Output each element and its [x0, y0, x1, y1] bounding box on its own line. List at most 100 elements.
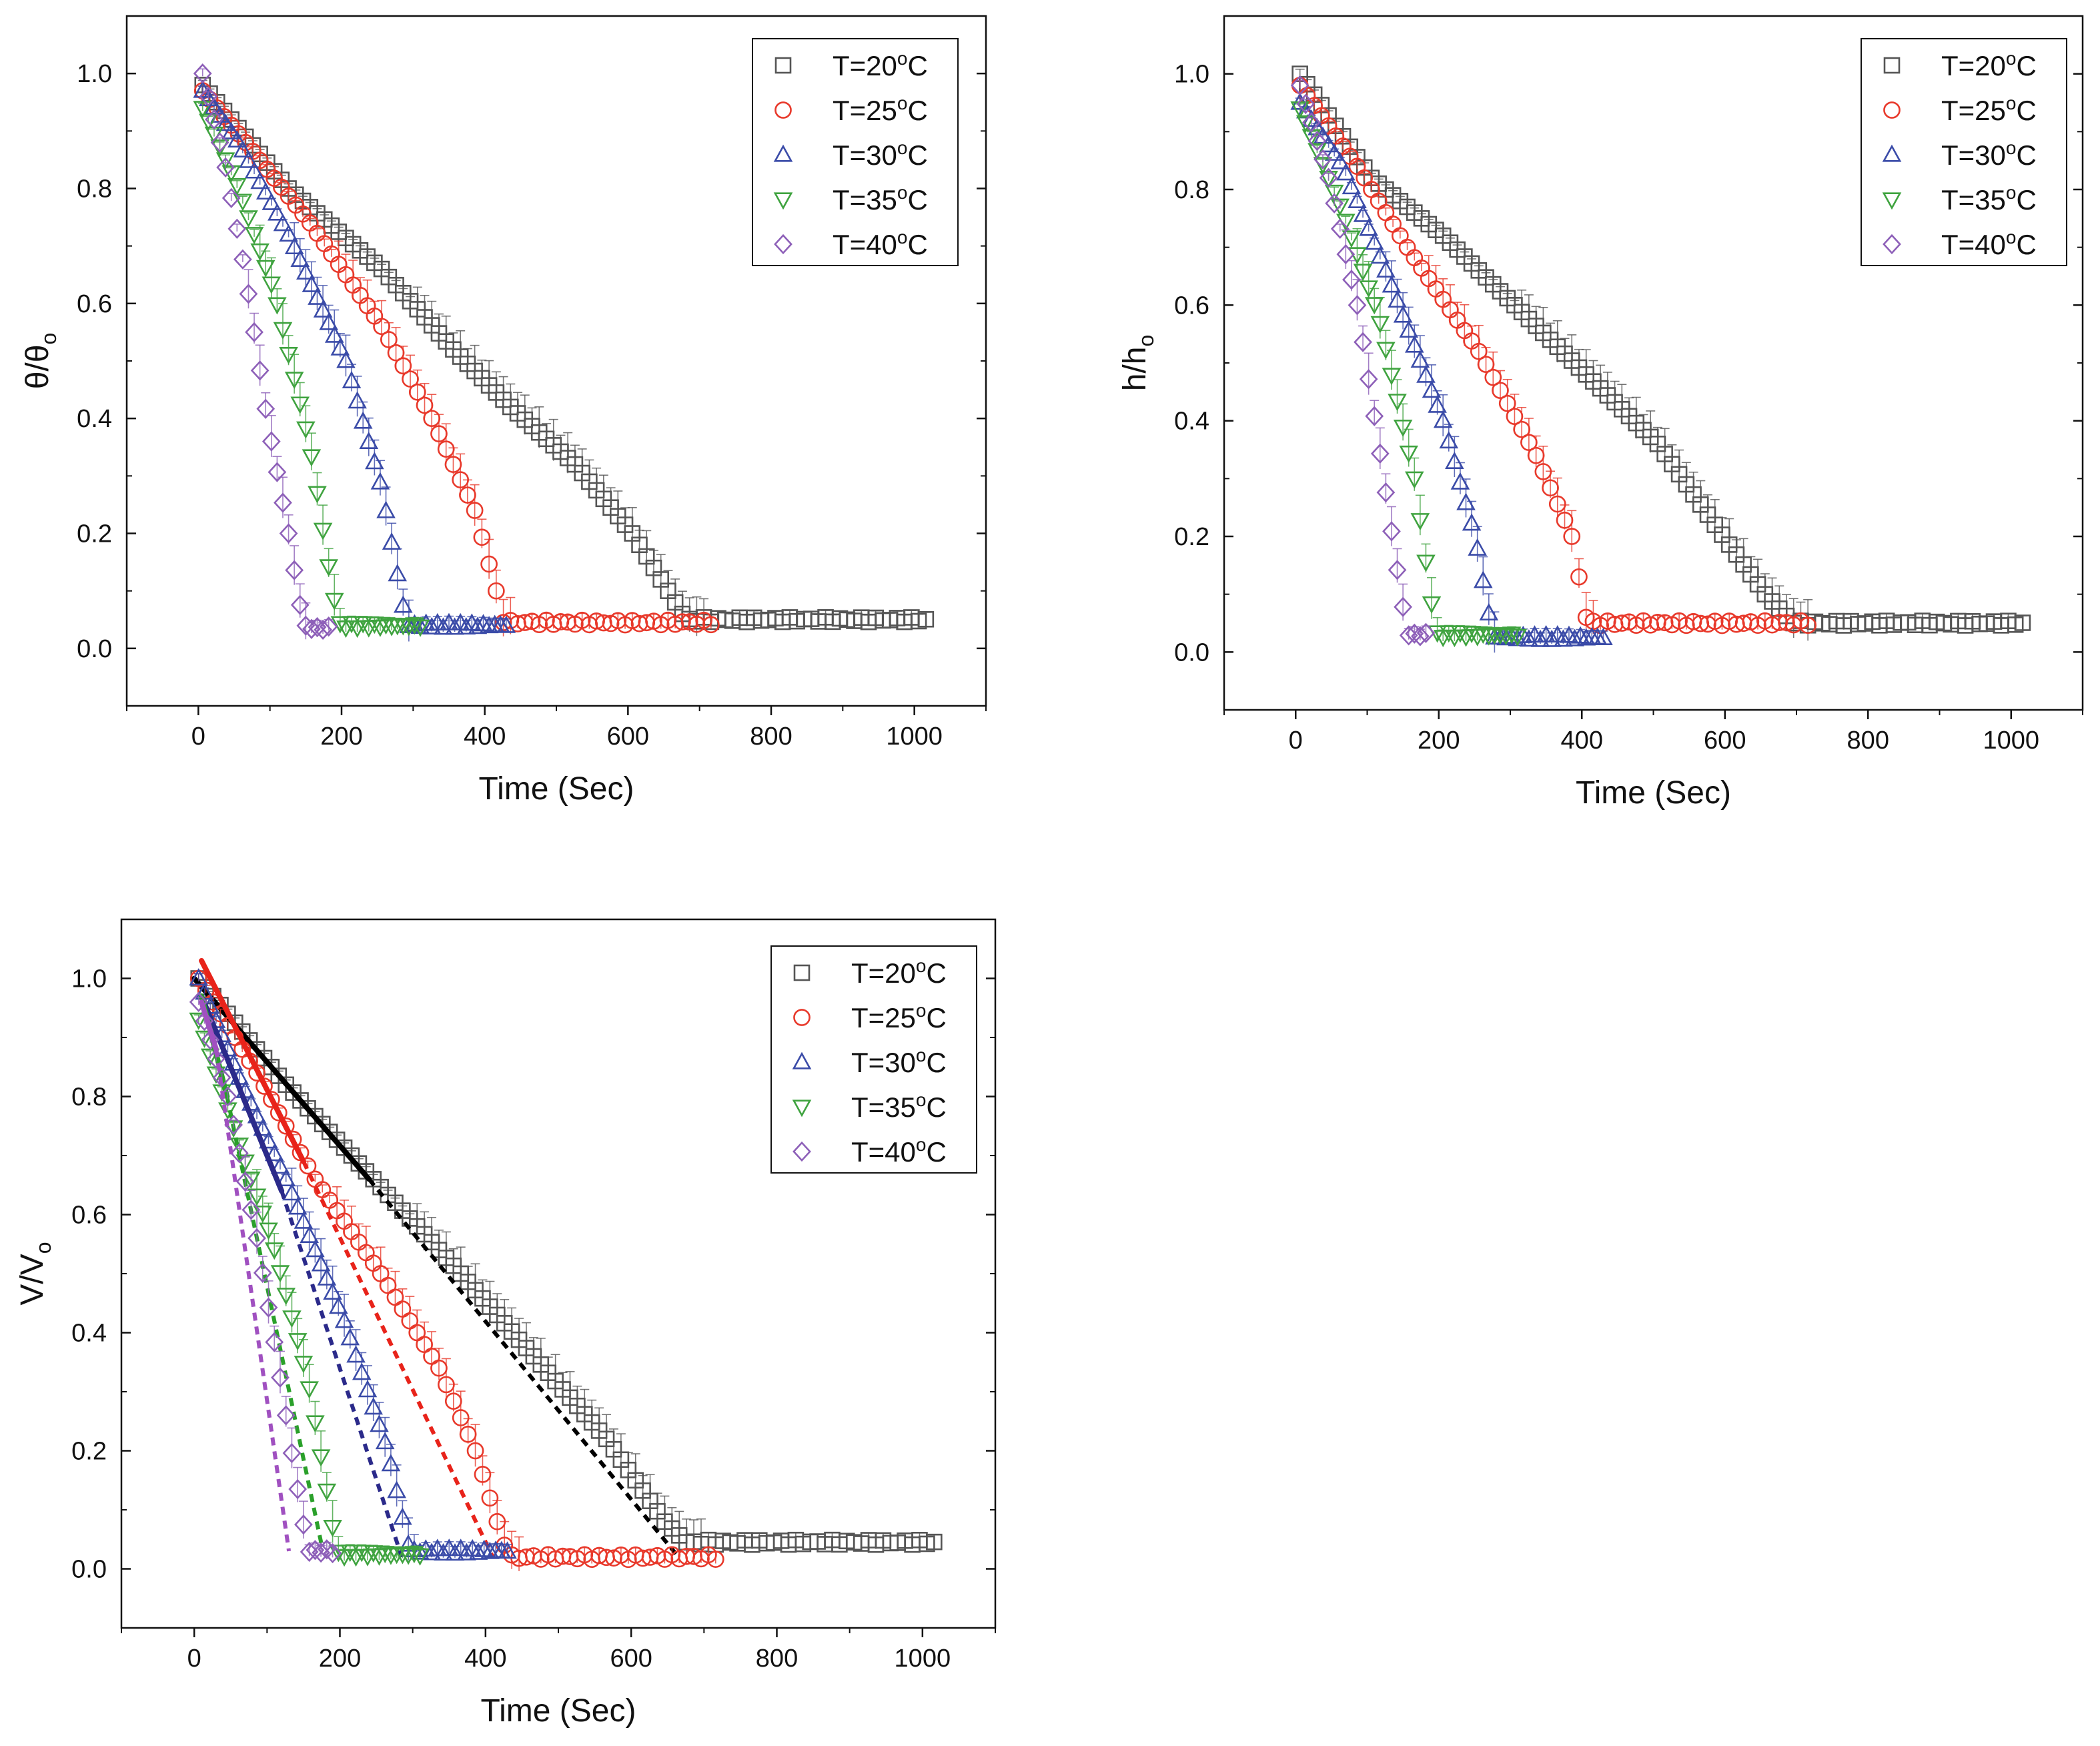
data-point-circle [1883, 101, 1901, 119]
data-point-triangle-down [1393, 420, 1413, 438]
series-diamond [193, 63, 338, 640]
data-point-diamond [216, 157, 235, 178]
data-point-diamond [1370, 443, 1390, 464]
legend-label-superscript: o [2006, 182, 2017, 203]
data-point-triangle-up [393, 1507, 412, 1525]
data-point-triangle-up [276, 1169, 296, 1187]
data-point-triangle-up [284, 237, 304, 255]
data-point-diamond [1290, 75, 1309, 96]
data-point-triangle-up [1388, 290, 1407, 308]
data-point-triangle-down [352, 1545, 372, 1563]
data-point-triangle-down [1462, 626, 1482, 644]
data-point-triangle-down [1324, 184, 1344, 202]
fit-line-dashed [225, 1096, 324, 1546]
data-point-triangle-up [1359, 218, 1378, 236]
data-point-diamond [1314, 149, 1332, 170]
x-tick-label: 600 [1704, 727, 1746, 755]
legend-entry-label: T=40oC [851, 1134, 947, 1168]
data-point-triangle-up [370, 1414, 389, 1432]
data-point-triangle-down [353, 616, 373, 634]
data-point-circle [1548, 495, 1566, 513]
data-point-triangle-up [405, 614, 424, 632]
data-point-triangle-up [294, 1211, 314, 1229]
data-point-diamond [276, 1405, 296, 1426]
data-point-triangle-up [313, 300, 333, 318]
data-point-diamond [205, 109, 223, 130]
data-point-diamond [1376, 482, 1396, 503]
data-point-circle [1520, 434, 1538, 452]
data-point-diamond [210, 132, 229, 153]
legend-label-superscript: o [897, 137, 908, 158]
data-point-triangle-up [329, 1296, 348, 1314]
data-point-circle [402, 370, 419, 388]
data-point-diamond [229, 1143, 249, 1164]
data-point-triangle-down [306, 1415, 325, 1433]
data-point-diamond [282, 1442, 302, 1464]
data-point-circle [793, 1009, 811, 1026]
data-point-diamond [1330, 218, 1350, 240]
data-point-diamond [256, 398, 276, 419]
legend-label-unit: C [2016, 184, 2036, 215]
data-point-triangle-down [404, 1546, 424, 1564]
legend-entry-label: T=35oC [833, 182, 928, 215]
data-point-triangle-down [308, 486, 327, 504]
data-point-square [774, 57, 792, 74]
series-triangle-down [1290, 101, 1528, 648]
data-point-triangle-up [346, 1345, 366, 1363]
fit-line-dashed [367, 1178, 680, 1559]
legend-label-unit: C [907, 184, 927, 215]
data-point-diamond [212, 1067, 231, 1088]
data-point-circle [494, 614, 512, 631]
data-point-triangle-up [364, 1397, 384, 1415]
x-tick-label: 0 [191, 723, 205, 751]
data-point-diamond [1354, 332, 1372, 352]
data-point-triangle-up [317, 1268, 337, 1286]
data-point-triangle-down [324, 592, 344, 610]
y-tick-label: 0.4 [1174, 408, 1209, 436]
data-point-diamond [201, 1029, 220, 1050]
y-tick-label: 0.2 [71, 1438, 107, 1466]
data-point-triangle-up [1428, 395, 1447, 413]
x-tick-label: 0 [1289, 727, 1303, 755]
data-point-triangle-up [1370, 246, 1390, 264]
data-point-diamond [1388, 560, 1407, 580]
legend-label-main: T=40 [851, 1136, 916, 1168]
legend-entry-label: T=30oC [833, 137, 928, 171]
data-point-circle [373, 318, 390, 336]
y-axis-title-subscript: o [1134, 335, 1158, 347]
data-point-triangle-down [773, 192, 793, 210]
data-point-triangle-down [342, 616, 362, 634]
data-point-diamond [1348, 295, 1367, 316]
data-point-square [926, 1533, 943, 1551]
data-point-diamond [1319, 167, 1338, 188]
data-point-triangle-up [445, 617, 464, 635]
data-point-circle [774, 101, 792, 119]
data-point-triangle-up [288, 1197, 308, 1215]
data-point-triangle-up [1473, 570, 1493, 588]
data-point-diamond [1307, 131, 1327, 151]
data-point-triangle-up [1330, 151, 1350, 169]
data-point-diamond [1296, 93, 1316, 114]
data-point-circle [706, 1551, 724, 1568]
data-point-triangle-up [261, 192, 282, 210]
data-point-triangle-up [1450, 472, 1470, 490]
data-point-triangle-up [348, 391, 367, 409]
data-point-triangle-up [336, 350, 356, 368]
y-tick-label: 0.4 [71, 1320, 107, 1348]
y-axis-title: h/ho [1117, 335, 1158, 392]
legend-entry-label: T=25oC [833, 93, 928, 126]
data-point-triangle-up [1456, 492, 1476, 510]
data-point-triangle-down [375, 1546, 395, 1564]
data-point-triangle-up [1445, 451, 1464, 469]
data-point-triangle-down [253, 1206, 273, 1224]
data-point-triangle-down [279, 347, 298, 365]
data-point-triangle-up [1324, 143, 1344, 161]
data-point-circle [1778, 614, 1795, 631]
data-point-triangle-up [422, 1543, 442, 1561]
legend-entry-label: T=20oC [1941, 48, 2037, 81]
legend-entry-label: T=20oC [833, 48, 928, 81]
data-point-triangle-up [1342, 177, 1362, 195]
legend-entry-label: T=35oC [851, 1089, 947, 1123]
data-point-diamond [285, 560, 304, 580]
